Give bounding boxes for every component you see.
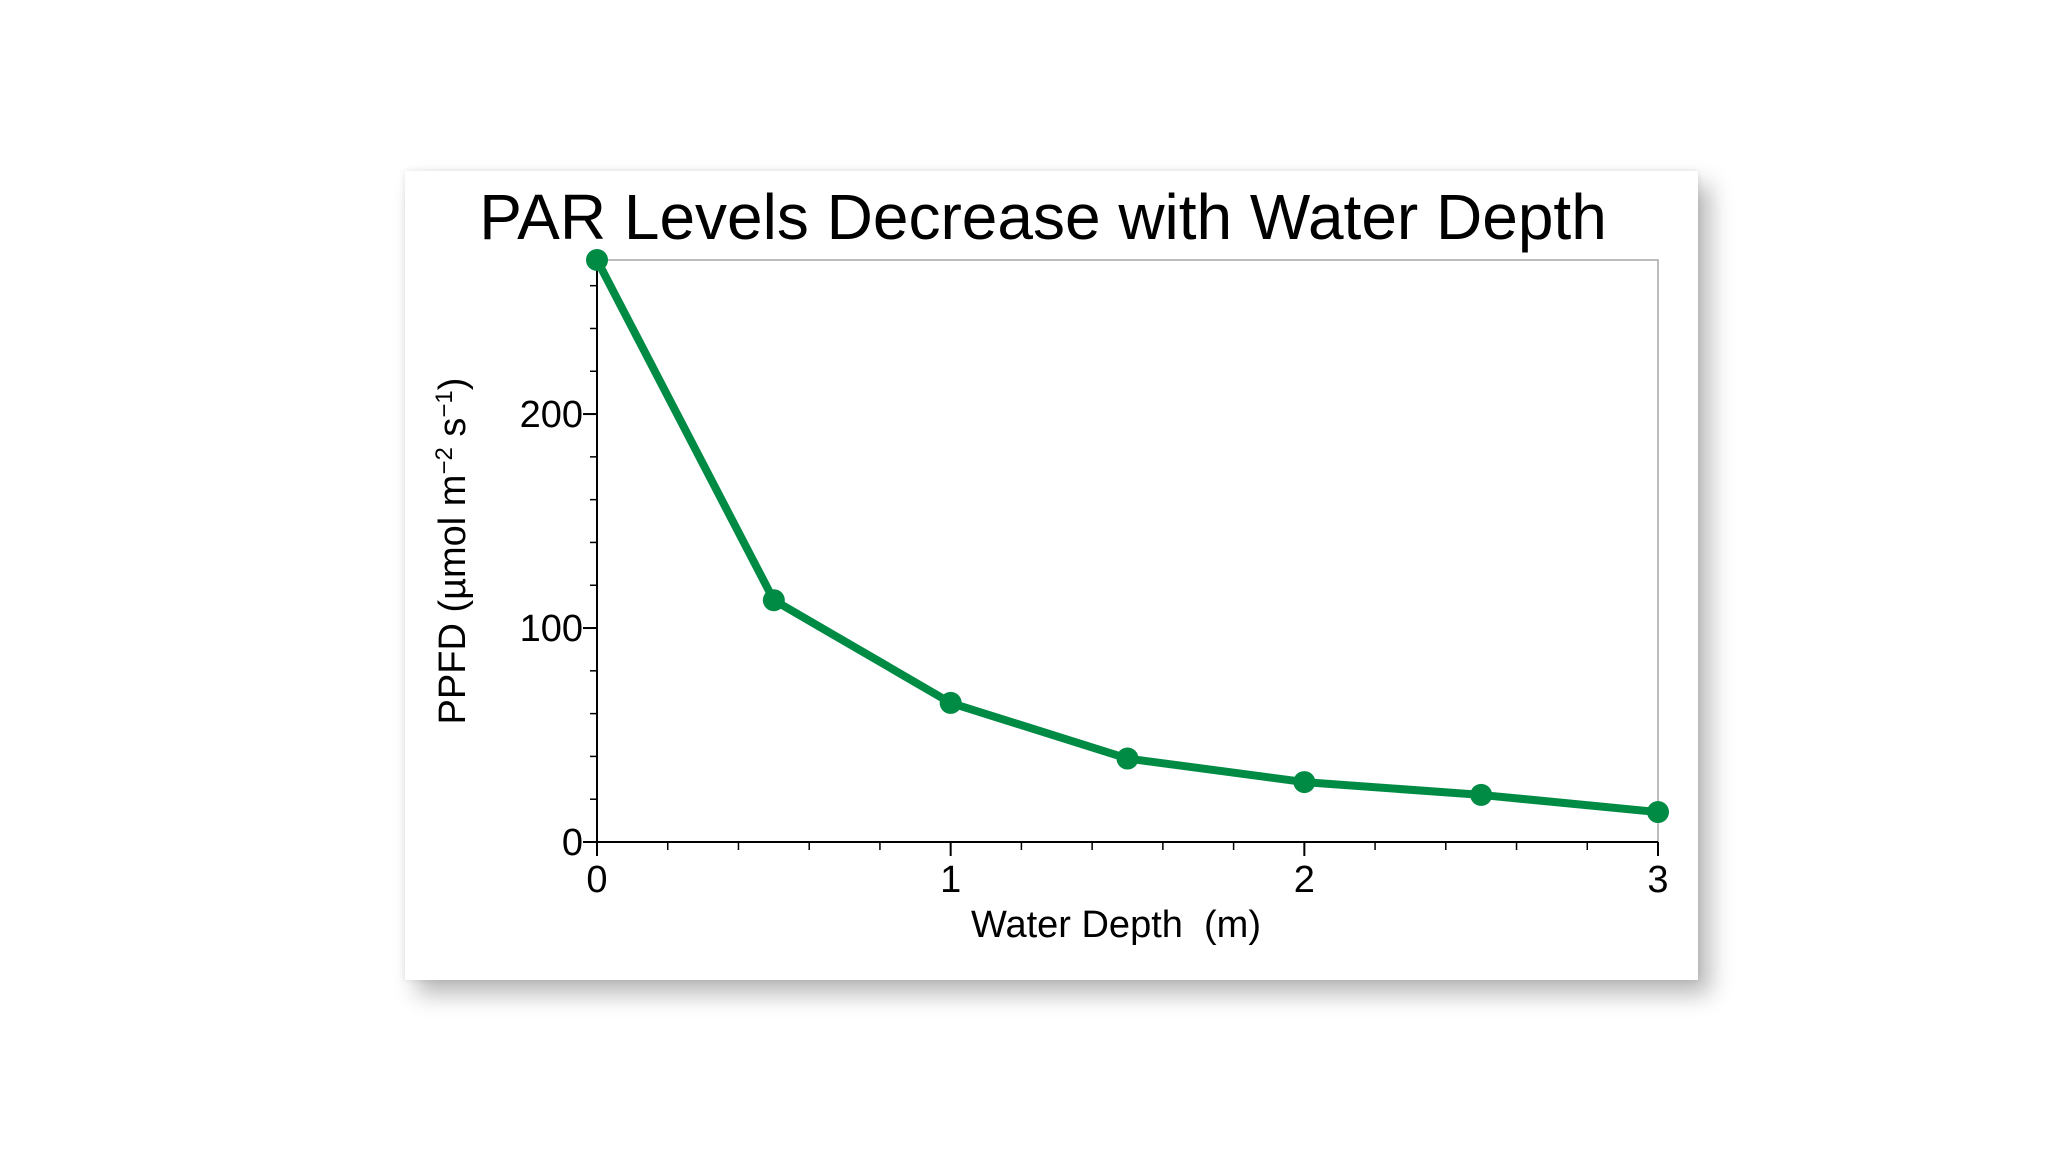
y-axis-title-main: PPFD (µmol m: [432, 475, 474, 725]
data-point: [939, 691, 962, 714]
x-tick-label: 1: [940, 859, 961, 901]
chart: PAR Levels Decrease with Water Depth 0 1 2…: [431, 181, 1669, 946]
data-point: [762, 589, 785, 612]
y-axis-title-end: ): [432, 378, 474, 391]
y-axis-title: PPFD (µmol m−2 s−1): [431, 378, 475, 725]
data-point: [586, 249, 608, 271]
data-point: [1647, 801, 1669, 824]
x-tick-label: 0: [586, 859, 607, 901]
x-tick-label: 2: [1294, 859, 1315, 901]
y-tick-label: 100: [520, 608, 583, 650]
chart-card: PAR Levels Decrease with Water Depth 0 1 2…: [405, 171, 1698, 980]
series-line: [593, 256, 1662, 817]
y-axis-title-mid: s: [432, 418, 474, 448]
chart-title: PAR Levels Decrease with Water Depth: [479, 181, 1607, 253]
x-tick-label: 3: [1647, 859, 1668, 901]
data-point: [1470, 783, 1493, 806]
y-axis-title-sup1: −2: [431, 447, 458, 474]
x-axis-title: Water Depth (m): [971, 904, 1261, 946]
axes: 0 1 2 3 0 100 200: [520, 260, 1669, 901]
y-tick-label: 200: [520, 394, 583, 436]
y-tick-label: 0: [562, 822, 583, 864]
series-layer: [586, 249, 1669, 824]
data-point: [1116, 747, 1139, 770]
data-point: [1293, 771, 1316, 794]
y-axis-title-sup2: −1: [431, 390, 458, 417]
